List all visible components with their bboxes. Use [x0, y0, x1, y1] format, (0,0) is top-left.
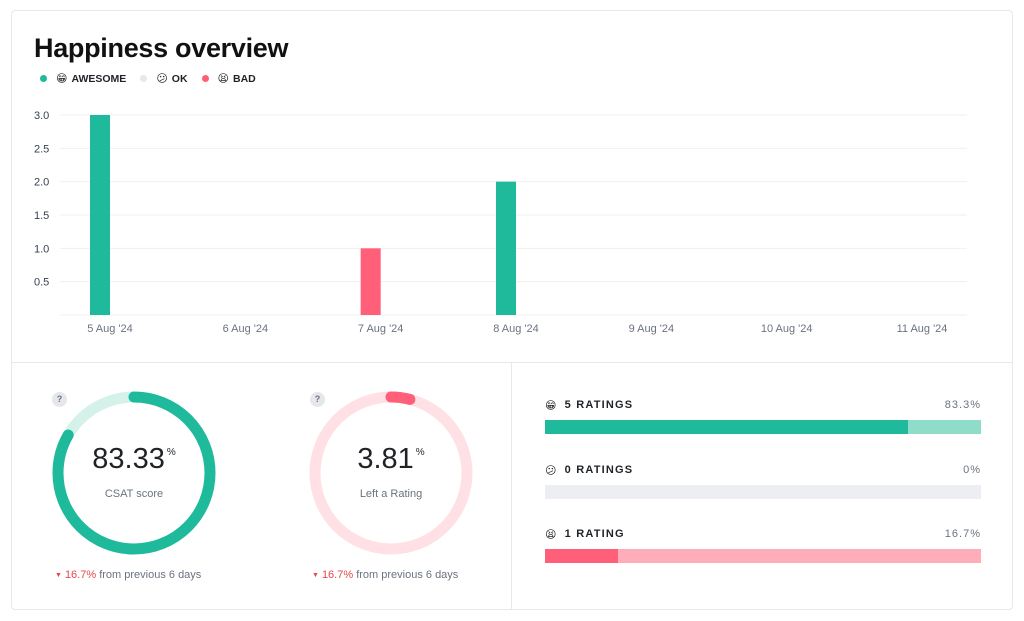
x-tick-label: 9 Aug '24: [629, 323, 675, 335]
csat-label: CSAT score: [104, 488, 164, 500]
csat-value: 83.33: [92, 443, 165, 475]
grinning-face-icon: 😁: [56, 73, 68, 85]
x-tick-label: 7 Aug '24: [358, 323, 404, 335]
down-arrow-icon: ▼: [312, 572, 319, 579]
legend-label-bad: BAD: [233, 72, 256, 85]
legend-dot-bad: [201, 75, 209, 82]
rating-pct-awesome: 83.3%: [944, 399, 981, 411]
rating-bar-fill-awesome: [545, 420, 909, 434]
rating-pct-bad: 16.7%: [944, 528, 981, 540]
y-tick-label: 1.0: [34, 243, 49, 255]
x-tick-label: 10 Aug '24: [761, 323, 813, 335]
rating-bar-awesome: [545, 420, 981, 434]
bar-awesome-0[interactable]: [90, 115, 110, 315]
rating-row-ok: 😕 0 RATINGS 0%: [545, 462, 981, 499]
left-rating-label: Left a Rating: [359, 488, 423, 500]
happiness-overview-card: Happiness overview 😁 AWESOME 😕 OK 😫 BAD …: [11, 10, 1013, 610]
y-tick-label: 2.5: [34, 143, 49, 155]
rating-help-icon[interactable]: ?: [310, 392, 325, 407]
bar-bad-2[interactable]: [360, 248, 381, 315]
legend-item-ok[interactable]: 😕 OK: [140, 72, 188, 85]
y-tick-label: 3.0: [34, 110, 49, 122]
x-tick-label: 11 Aug '24: [897, 323, 948, 335]
csat-delta-value: 16.7%: [64, 569, 97, 581]
rating-bar-bad: [545, 549, 981, 563]
rating-title-wrap-ok: 😕 0 RATINGS: [545, 464, 633, 477]
rating-bar-ok: [545, 485, 981, 499]
legend-label-ok: OK: [171, 72, 188, 85]
rating-row-awesome: 😁 5 RATINGS 83.3%: [545, 397, 981, 434]
left-rating-delta: ▼ 16.7% from previous 6 days: [312, 569, 458, 581]
rating-row-bad: 😫 1 RATING 16.7%: [545, 526, 981, 563]
rating-title-wrap-bad: 😫 1 RATING: [545, 528, 625, 541]
page-title: Happiness overview: [34, 33, 289, 63]
confused-face-icon: 😕: [156, 73, 168, 85]
legend-item-awesome[interactable]: 😁 AWESOME: [40, 72, 126, 85]
bar-awesome-3[interactable]: [496, 181, 516, 315]
left-rating-delta-text: from previous 6 days: [356, 569, 459, 581]
legend-item-bad[interactable]: 😫 BAD: [201, 72, 256, 85]
rating-title-bad: 1 RATING: [564, 528, 625, 540]
down-arrow-icon: ▼: [55, 572, 62, 579]
csat-gauge-fill: [52, 391, 216, 555]
y-tick-label: 2.0: [34, 177, 49, 189]
csat-help-icon[interactable]: ?: [52, 392, 67, 407]
y-tick-label: 1.5: [34, 210, 49, 222]
left-rating-gauge-fill: [309, 391, 473, 555]
column-divider: [511, 363, 512, 610]
tired-face-icon: 😫: [217, 73, 229, 85]
csat-delta-text: from previous 6 days: [99, 569, 202, 581]
left-rating-unit: %: [415, 447, 425, 458]
left-rating-value: 3.81: [357, 443, 414, 475]
legend-dot-ok: [140, 75, 148, 82]
x-tick-label: 8 Aug '24: [493, 323, 539, 335]
legend-dot-awesome: [40, 75, 47, 82]
rating-title-awesome: 5 RATINGS: [564, 399, 634, 411]
rating-title-wrap-awesome: 😁 5 RATINGS: [545, 399, 633, 412]
y-tick-label: 0.5: [34, 277, 49, 289]
csat-delta: ▼ 16.7% from previous 6 days: [55, 569, 201, 581]
grinning-face-icon: 😁: [545, 399, 558, 412]
tired-face-icon: 😫: [545, 528, 558, 541]
confused-face-icon: 😕: [545, 464, 558, 477]
section-divider: [12, 362, 1012, 363]
x-tick-label: 5 Aug '24: [87, 323, 133, 335]
chart-legend: 😁 AWESOME 😕 OK 😫 BAD: [40, 72, 270, 85]
csat-gauge: 83.33% CSAT score: [49, 388, 219, 558]
left-rating-delta-value: 16.7%: [321, 569, 354, 581]
legend-label-awesome: AWESOME: [71, 72, 127, 85]
left-rating-gauge: 3.81% Left a Rating: [306, 388, 476, 558]
rating-bar-fill-bad: [545, 549, 618, 563]
left-rating-value-wrap: 3.81%: [306, 443, 476, 476]
rating-pct-ok: 0%: [963, 464, 981, 476]
happiness-bar-chart: 3.0 2.5 2.0 1.5 1.0 0.5 5 Aug '24 6 Aug '24 7 Au…: [34, 110, 967, 335]
csat-value-wrap: 83.33%: [49, 443, 219, 476]
rating-title-ok: 0 RATINGS: [564, 464, 634, 476]
csat-unit: %: [166, 447, 176, 458]
x-tick-label: 6 Aug '24: [223, 323, 269, 335]
